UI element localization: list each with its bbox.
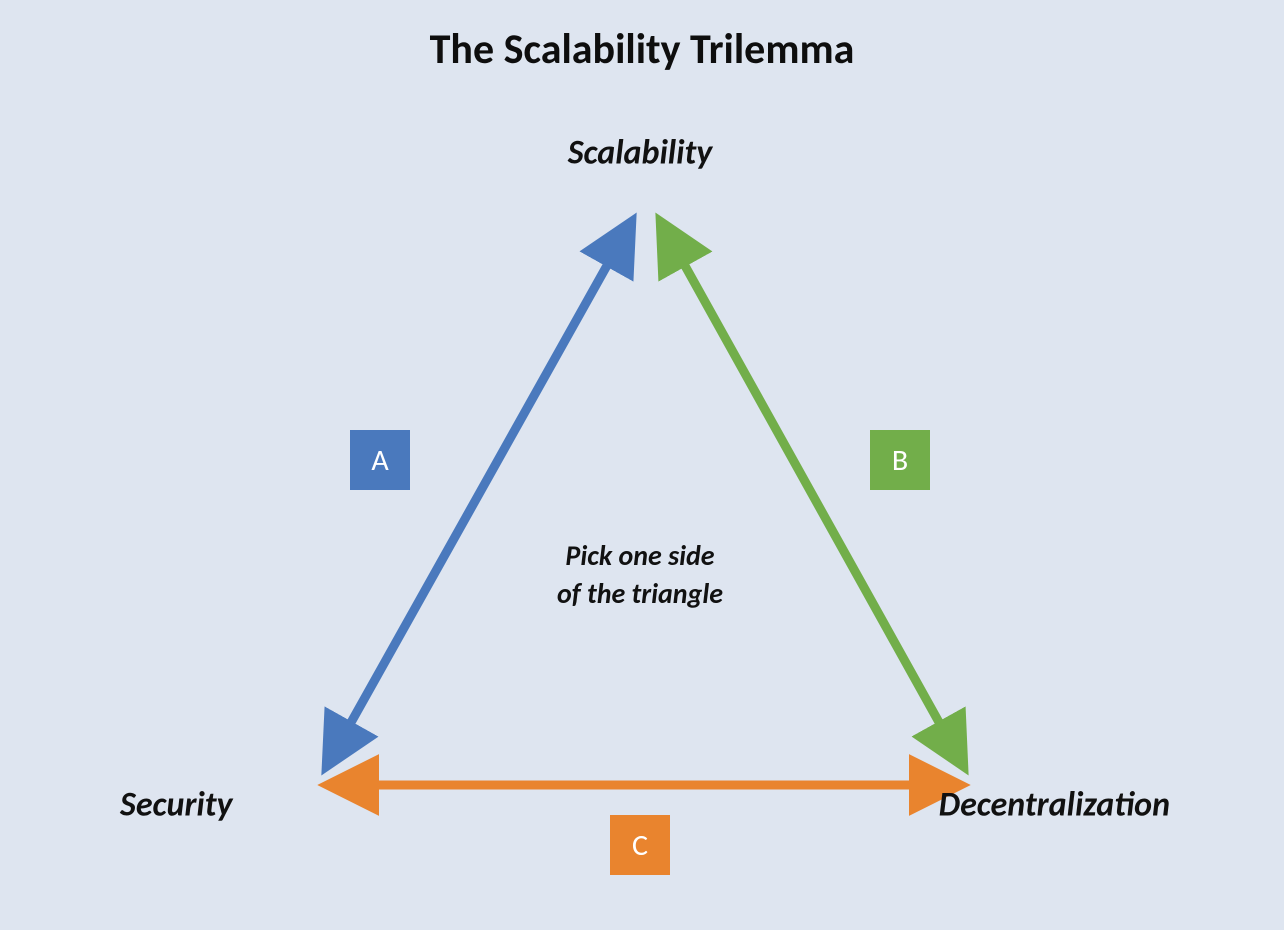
center-caption-line2: of the triangle bbox=[557, 576, 723, 611]
center-caption: Pick one side of the triangle bbox=[557, 537, 723, 613]
edge-badge-c: C bbox=[610, 815, 670, 875]
edge-arrow-b bbox=[670, 240, 953, 749]
vertex-label-right: Decentralization bbox=[939, 785, 1170, 826]
diagram-canvas: The Scalability Trilemma Scalability Sec… bbox=[0, 0, 1284, 930]
edge-arrow-a bbox=[336, 240, 621, 749]
vertex-label-top: Scalability bbox=[568, 133, 713, 174]
edge-badge-b: B bbox=[870, 430, 930, 490]
center-caption-line1: Pick one side bbox=[565, 538, 714, 573]
vertex-label-left: Security bbox=[120, 785, 233, 826]
edge-badge-a: A bbox=[350, 430, 410, 490]
